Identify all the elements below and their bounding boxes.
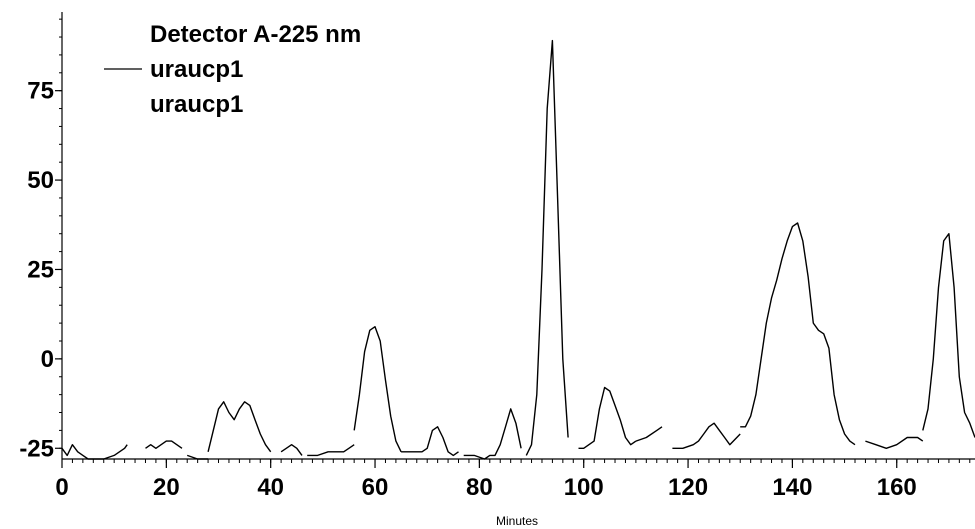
- x-tick-label: 0: [55, 474, 68, 501]
- series-trace-segment: [353, 326, 402, 453]
- y-tick-label: 50: [27, 167, 54, 194]
- series-trace-segment: [280, 444, 303, 456]
- x-tick-label: 60: [362, 474, 389, 501]
- series-trace-segment: [525, 39, 569, 456]
- x-axis-title: Minutes: [496, 514, 538, 528]
- x-tick-label: 140: [772, 474, 812, 501]
- y-tick-label: 0: [41, 346, 54, 373]
- x-tick-label: 120: [668, 474, 708, 501]
- series-trace-segment: [61, 444, 128, 460]
- x-tick-label: 80: [466, 474, 493, 501]
- series-trace-segment: [401, 426, 459, 457]
- series-trace-segment: [922, 233, 975, 438]
- series-trace-segment: [145, 440, 183, 449]
- series-trace-segment: [865, 436, 924, 449]
- series-trace-segment: [207, 401, 272, 453]
- x-tick-label: 40: [257, 474, 284, 501]
- x-tick-label: 20: [153, 474, 180, 501]
- series-trace-segment: [307, 444, 355, 457]
- legend-header: Detector A-225 nm: [150, 21, 361, 48]
- x-tick-label: 100: [564, 474, 604, 501]
- series-trace-segment: [578, 386, 637, 449]
- y-tick-label: -25: [19, 435, 54, 462]
- series-trace-segment: [672, 422, 741, 449]
- y-tick-label: 75: [27, 78, 54, 105]
- y-tick-label: 25: [27, 256, 54, 283]
- series-trace-segment: [186, 454, 209, 460]
- series-trace-segment: [635, 426, 663, 442]
- legend-entry-2: uraucp1: [150, 91, 243, 118]
- legend-entry-1: uraucp1: [150, 56, 243, 83]
- series-trace-segment: [740, 222, 856, 446]
- series-layer: [61, 39, 975, 460]
- x-tick-label: 160: [877, 474, 917, 501]
- legend: Detector A-225 nm uraucp1 uraucp1: [104, 21, 361, 118]
- series-trace-segment: [463, 408, 522, 460]
